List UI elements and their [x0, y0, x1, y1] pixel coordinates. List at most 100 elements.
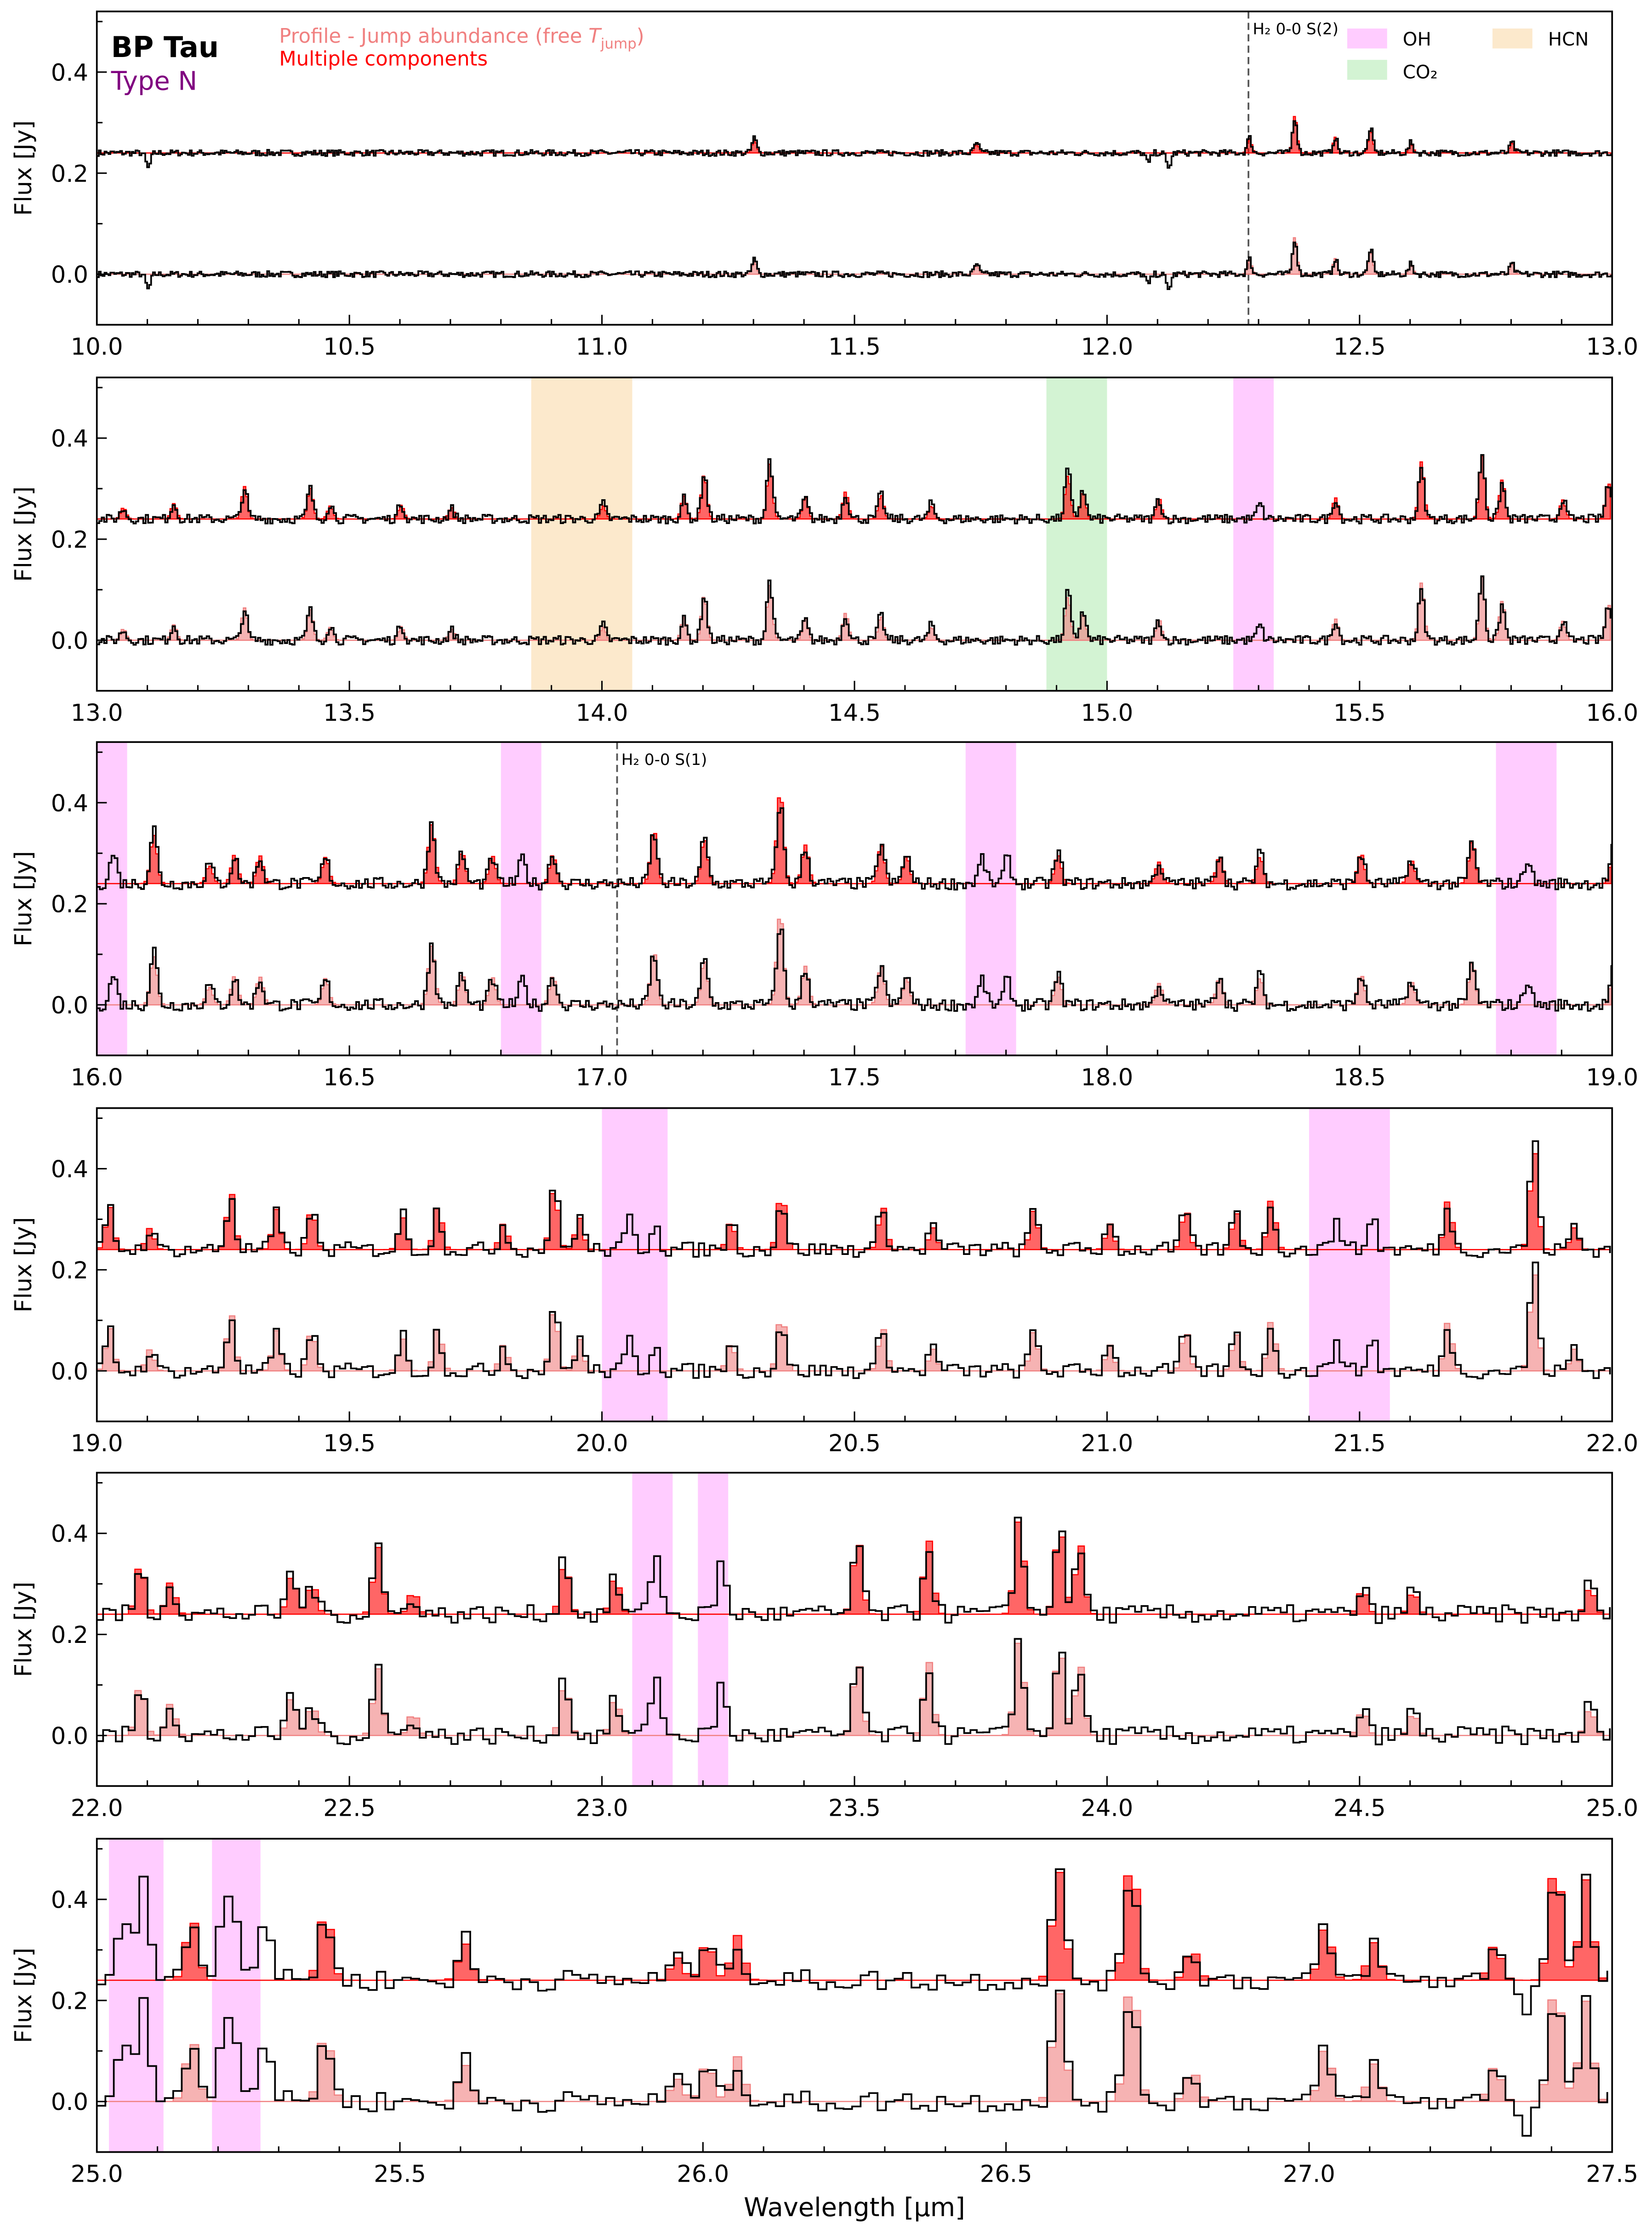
x-tick-label: 21.0 [1081, 1430, 1133, 1457]
x-tick-label: 15.5 [1333, 700, 1386, 727]
h2-line-label: H₂ 0-0 S(1) [621, 751, 707, 769]
x-tick-label: 23.0 [576, 1795, 628, 1822]
figure-title: BP Tau [111, 30, 219, 64]
y-tick-label: 0.2 [51, 1622, 88, 1649]
model-spectrum-lower [96, 918, 1612, 1006]
observed-spectrum-upper [97, 807, 1612, 891]
figure-subtitle: Type N [111, 66, 197, 96]
x-tick-label: 16.0 [71, 1064, 123, 1091]
x-tick-label: 24.0 [1081, 1795, 1133, 1822]
model-spectrum-upper [96, 455, 1611, 520]
x-tick-label: 13.5 [323, 700, 376, 727]
y-tick-label: 0.2 [51, 1988, 88, 2015]
legend-label-oh: OH [1403, 29, 1431, 50]
y-axis-label: Flux [Jy] [10, 486, 37, 582]
shaded-region-oh [1233, 377, 1274, 691]
y-tick-label: 0.4 [51, 59, 88, 86]
legend-label-co2: CO₂ [1403, 62, 1438, 83]
y-tick-label: 0.2 [51, 527, 88, 554]
model-spectrum-upper [96, 797, 1612, 884]
x-tick-label: 19.5 [323, 1430, 376, 1457]
panel-3: H₂ 0-0 S(1) 16.0 16.5 17.0 17.5 18.0 18.5 19.0 0… [10, 741, 1638, 1091]
model-spectrum-upper [96, 1872, 1608, 1981]
model-spectrum-lower [96, 237, 1612, 275]
x-tick-label: 12.5 [1333, 334, 1386, 361]
panel-6: 25.0 25.5 26.0 26.5 27.0 27.5 0.0 0.2 0.4 Flux [J… [10, 1838, 1638, 2188]
legend-model-components: Multiple components [279, 48, 488, 71]
legend-model-profile: Profile - Jump abundance (free Tjump) [279, 25, 644, 52]
x-tick-label: 14.5 [828, 700, 881, 727]
y-tick-label: 0.4 [51, 1521, 88, 1548]
y-axis-label: Flux [Jy] [10, 1948, 37, 2043]
x-tick-label: 26.0 [677, 2161, 729, 2188]
x-tick-label: 12.0 [1081, 334, 1133, 361]
observed-spectrum-upper [97, 1516, 1611, 1624]
x-tick-label: 25.0 [71, 2161, 123, 2188]
x-tick-label: 18.0 [1081, 1064, 1133, 1091]
x-tick-label: 13.0 [71, 700, 123, 727]
x-tick-label: 20.0 [576, 1430, 628, 1457]
x-tick-label: 23.5 [828, 1795, 881, 1822]
y-tick-label: 0.2 [51, 891, 88, 918]
x-tick-label: 19.0 [71, 1430, 123, 1457]
x-tick-label: 25.5 [374, 2161, 426, 2188]
panel-1: H₂ 0-0 S(2) 10.0 10.5 11.0 11.5 12.0 12.5 13.0 0… [10, 11, 1638, 361]
panel-5: 22.0 22.5 23.0 23.5 24.0 24.5 25.0 0.0 0.2 0.4 Flu… [10, 1471, 1638, 1822]
y-tick-label: 0.0 [51, 992, 88, 1020]
y-tick-label: 0.0 [51, 2089, 88, 2116]
x-tick-label: 22.5 [323, 1795, 376, 1822]
y-tick-label: 0.4 [51, 1156, 88, 1183]
panels: H₂ 0-0 S(2) 10.0 10.5 11.0 11.5 12.0 12.5 13.0 0… [10, 11, 1638, 2188]
observed-spectrum-upper [97, 1868, 1608, 2016]
y-tick-label: 0.0 [51, 1723, 88, 1750]
x-tick-label: 27.0 [1283, 2161, 1335, 2188]
y-tick-label: 0.0 [51, 627, 88, 655]
y-axis-label: Flux [Jy] [10, 1582, 37, 1677]
shaded-region-oh [212, 1838, 261, 2152]
legend-swatch-oh [1347, 29, 1387, 49]
observed-spectrum-lower [97, 1990, 1608, 2137]
y-tick-label: 0.4 [51, 426, 88, 453]
x-tick-label: 20.5 [828, 1430, 881, 1457]
model-spectrum-lower [96, 1993, 1608, 2102]
x-tick-label: 19.0 [1586, 1064, 1638, 1091]
observed-spectrum-upper [97, 1140, 1611, 1258]
x-tick-label: 15.0 [1081, 700, 1133, 727]
model-spectrum-upper [96, 116, 1612, 154]
observed-spectrum-lower [97, 1638, 1611, 1745]
x-tick-label: 10.5 [323, 334, 376, 361]
x-tick-label: 14.0 [576, 700, 628, 727]
y-axis-label: Flux [Jy] [10, 1217, 37, 1313]
x-tick-label: 17.0 [576, 1064, 628, 1091]
shaded-region-oh [97, 742, 127, 1055]
h2-line-label: H₂ 0-0 S(2) [1253, 20, 1339, 38]
model-spectrum-lower [96, 576, 1611, 641]
y-tick-label: 0.2 [51, 160, 88, 188]
observed-spectrum-lower [97, 929, 1612, 1012]
shaded-region-co2 [1046, 377, 1107, 691]
species-legend: OH HCN CO₂ [1347, 29, 1589, 83]
x-tick-label: 16.0 [1586, 700, 1638, 727]
observed-spectrum-lower [97, 241, 1612, 290]
y-tick-label: 0.4 [51, 1887, 88, 1914]
observed-spectrum-upper [97, 120, 1612, 169]
x-axis-label: Wavelength [μm] [744, 2193, 965, 2223]
observed-spectrum-lower [97, 575, 1612, 646]
x-tick-label: 27.5 [1586, 2161, 1638, 2188]
observed-spectrum-upper [97, 454, 1612, 524]
x-tick-label: 18.5 [1333, 1064, 1386, 1091]
shaded-region-oh [698, 1472, 729, 1786]
legend-swatch-co2 [1347, 60, 1387, 80]
shaded-region-oh [501, 742, 541, 1055]
y-tick-label: 0.2 [51, 1257, 88, 1284]
legend-label-hcn: HCN [1548, 29, 1589, 50]
x-tick-label: 11.0 [576, 334, 628, 361]
x-tick-label: 22.0 [71, 1795, 123, 1822]
shaded-region-oh [602, 1108, 668, 1422]
observed-spectrum-lower [97, 1261, 1611, 1380]
x-tick-label: 11.5 [828, 334, 881, 361]
legend-swatch-hcn [1492, 29, 1532, 49]
x-tick-label: 10.0 [71, 334, 123, 361]
x-tick-label: 25.0 [1586, 1795, 1638, 1822]
axes-frame [96, 1838, 1613, 2153]
